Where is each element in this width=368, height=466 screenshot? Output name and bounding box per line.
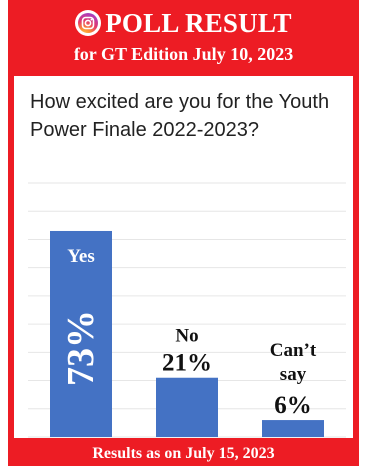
- bar-1: [50, 230, 112, 437]
- category-label: No: [175, 326, 198, 347]
- poll-header: POLL RESULT for GT Edition July 10, 2023: [8, 0, 359, 72]
- poll-title: POLL RESULT: [105, 7, 292, 38]
- category-label: Can’t say: [270, 340, 317, 385]
- bar-2: [156, 377, 218, 437]
- bar-3: [262, 420, 324, 437]
- data-label: 73%: [60, 310, 102, 386]
- chart-panel: How excited are you for the Youth Power …: [14, 76, 353, 438]
- title-row: POLL RESULT: [8, 6, 359, 40]
- data-label: 21%: [162, 350, 212, 377]
- poll-subtitle: for GT Edition July 10, 2023: [73, 44, 294, 64]
- bar-chart: Yes 73% No 21% Can’t say 6%: [28, 182, 346, 438]
- instagram-icon: [75, 10, 102, 36]
- data-label: 6%: [274, 392, 312, 419]
- poll-question: How excited are you for the Youth Power …: [30, 91, 330, 141]
- results-footer: Results as on July 15, 2023: [92, 445, 275, 462]
- category-label: Yes: [67, 246, 94, 267]
- poll-card: POLL RESULT for GT Edition July 10, 2023…: [8, 0, 359, 466]
